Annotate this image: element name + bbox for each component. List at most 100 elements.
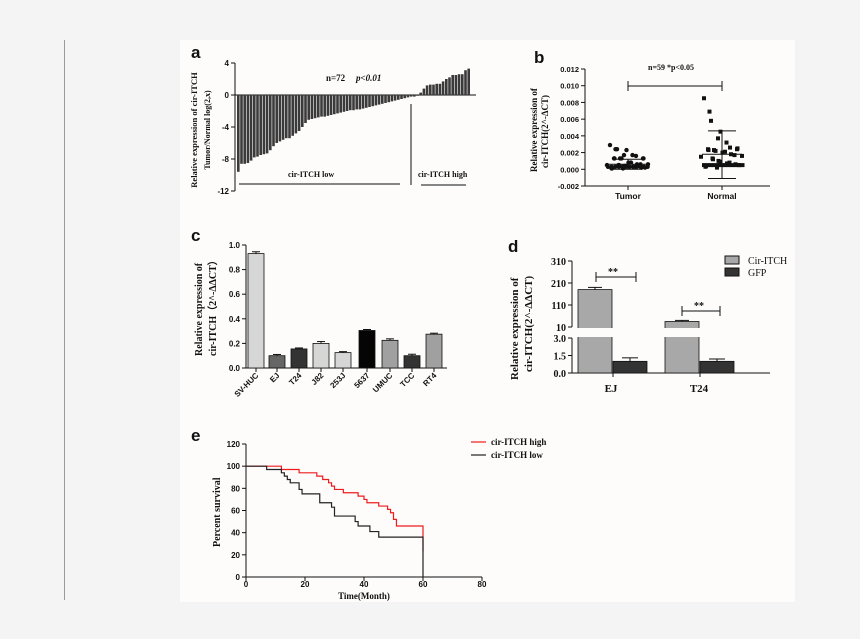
e-x-tick-label: 60 — [419, 580, 428, 589]
c-x-tick-label: 5637 — [352, 371, 371, 390]
a-y-tick-label: -4 — [222, 123, 230, 132]
b-point-tumor — [640, 156, 646, 161]
a-bar — [291, 95, 294, 136]
c-bar — [268, 355, 286, 369]
d-y-tick-label: 210 — [551, 279, 566, 290]
a-bar — [269, 95, 272, 151]
e-curve-high — [246, 465, 424, 552]
a-ylabel2: Tumor/Normal log(2,x) — [203, 90, 212, 170]
a-bar — [278, 95, 282, 142]
d-bar-gfp — [699, 360, 735, 374]
b-point-cluster — [733, 163, 738, 168]
a-bar — [429, 84, 432, 95]
d-y-tick-label: 1.5 — [554, 352, 567, 363]
b-point-cluster — [716, 163, 720, 168]
d-xlabel-t24: T24 — [690, 383, 709, 395]
a-bar — [464, 70, 467, 95]
a-bar — [275, 95, 278, 143]
a-bar — [461, 74, 464, 95]
a-bar — [342, 95, 346, 112]
panel-letter-c: c — [191, 226, 200, 245]
a-bar — [329, 95, 333, 115]
panel-letter-b: b — [534, 48, 544, 67]
e-y-tick-label: 0 — [236, 573, 241, 582]
b-y-tick-label: 0.004 — [560, 132, 580, 141]
a-bar — [313, 95, 317, 119]
e-x-tick-label: 0 — [244, 580, 249, 589]
a-bar — [451, 75, 454, 95]
page-divider-line — [64, 40, 65, 600]
panel-letter-a: a — [191, 43, 201, 62]
a-bar — [413, 95, 416, 97]
d-axis-break — [664, 328, 700, 337]
a-bar — [438, 83, 442, 95]
a-bar — [432, 84, 435, 95]
b-point-cluster — [705, 163, 710, 168]
a-bar — [304, 95, 307, 123]
c-x-tick-label: EJ — [268, 371, 281, 384]
b-ylabel2: cir-ITCH(2^-ΔCT) — [540, 95, 550, 168]
b-point-normal — [716, 136, 720, 141]
a-bar — [403, 95, 406, 99]
a-bar — [249, 95, 253, 161]
a-bar — [265, 95, 269, 154]
d-y-tick-label: 10 — [556, 323, 566, 334]
b-point-cluster — [641, 164, 647, 169]
a-bar — [262, 95, 266, 155]
c-x-tick-label: RT4 — [421, 371, 438, 388]
d-y-tick-label: 310 — [551, 257, 566, 268]
d-legend-swatch-gfp — [724, 267, 740, 277]
e-legend-low: cir-ITCH low — [491, 450, 543, 460]
b-point-tumor — [621, 152, 627, 158]
a-bar — [457, 74, 461, 95]
b-y-tick-label: -0.002 — [558, 182, 579, 191]
b-point-cluster — [620, 164, 625, 169]
a-bar — [467, 68, 470, 95]
b-point-normal — [709, 118, 713, 123]
a-y-tick-label: -8 — [222, 155, 230, 164]
e-x-tick-label: 80 — [478, 580, 487, 589]
e-ylabel: Percent survival — [212, 477, 223, 547]
e-legend-high: cir-ITCH high — [491, 437, 546, 447]
c-y-tick-label: 0.6 — [229, 290, 241, 299]
e-y-tick-label: 120 — [227, 440, 241, 449]
b-point-normal — [707, 109, 712, 114]
b-point-tumor — [614, 147, 620, 152]
a-bar — [301, 95, 304, 127]
c-ylabel: Relative expression of — [194, 262, 205, 356]
b-y-tick-label: 0.012 — [560, 65, 579, 74]
b-point-tumor — [633, 153, 639, 159]
e-curve-low — [246, 465, 424, 577]
d-y-tick-label: 3.0 — [554, 334, 567, 345]
a-bar — [281, 95, 285, 140]
a-n-annotation: n=72 — [326, 73, 346, 83]
c-x-tick-label: SV-HUC — [233, 371, 261, 399]
d-legend-cir: Cir-ITCH — [748, 256, 787, 267]
b-y-tick-label: 0.006 — [560, 115, 579, 124]
e-y-tick-label: 60 — [231, 507, 240, 516]
a-bar — [285, 95, 288, 139]
a-bar — [355, 95, 358, 110]
a-bar — [259, 95, 262, 155]
a-bar — [377, 95, 381, 105]
b-annotation: n=59 *p<0.05 — [648, 63, 694, 72]
a-bar — [345, 95, 349, 111]
b-point-normal — [724, 140, 729, 145]
a-bar — [256, 95, 259, 157]
b-point-normal — [728, 145, 732, 150]
b-y-tick-label: 0.002 — [560, 149, 579, 158]
d-ylabel: Relative expression of — [509, 277, 521, 380]
c-bar — [358, 330, 376, 369]
a-bar — [435, 83, 438, 95]
b-point-normal — [713, 148, 718, 153]
b-point-normal — [723, 149, 727, 154]
a-bar — [326, 95, 330, 116]
b-point-cluster — [616, 164, 621, 169]
c-x-tick-label: TCC — [398, 371, 416, 389]
a-bar — [246, 95, 250, 163]
a-bar — [297, 95, 301, 131]
a-bar — [323, 95, 326, 117]
a-y-tick-label: 0 — [225, 91, 230, 100]
a-bar — [400, 95, 403, 99]
b-point-normal — [727, 160, 732, 165]
